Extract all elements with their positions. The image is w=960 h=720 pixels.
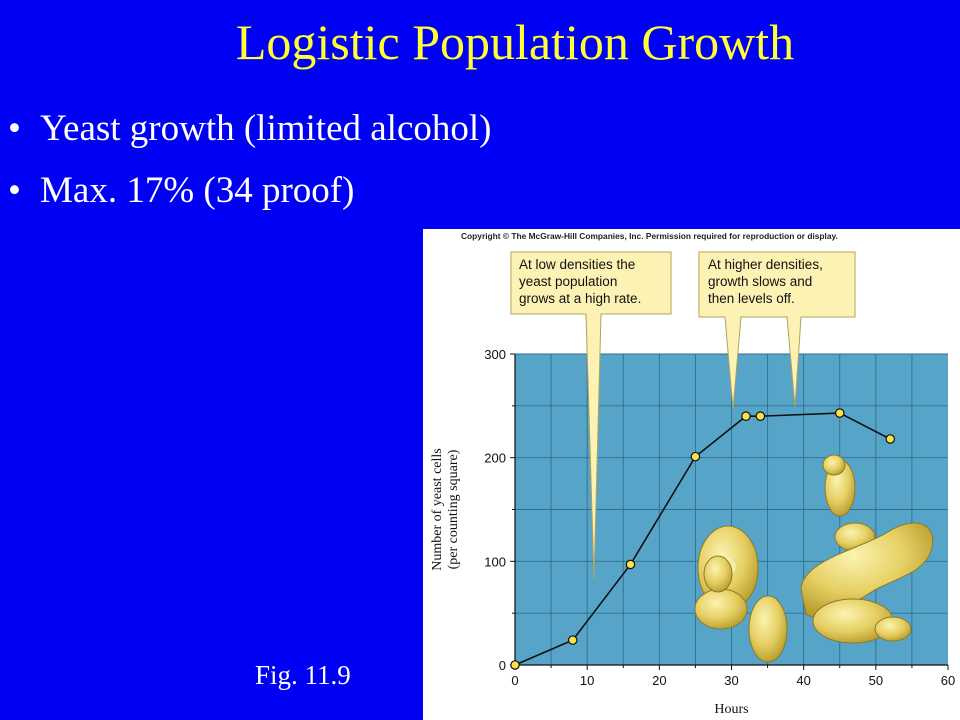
chart-axes: 0 10 20 30 40 50 60 0 100 200 300 xyxy=(484,347,955,688)
callout-low-density: At low densities the yeast population gr… xyxy=(510,251,672,580)
series-line xyxy=(514,412,891,666)
data-point xyxy=(625,559,636,570)
yeast-cells-illustration xyxy=(694,454,934,663)
slide-title: Logistic Population Growth xyxy=(235,14,795,70)
data-point xyxy=(741,411,751,421)
callout-text-line: At low densities the xyxy=(519,257,635,272)
bullet-glyph: • xyxy=(8,108,21,149)
y-tick-label: 200 xyxy=(484,451,506,466)
callout-text-line: At higher densities, xyxy=(708,257,823,272)
callout-high-density: At higher densities, growth slows and th… xyxy=(698,251,856,410)
y-tick-label: 300 xyxy=(484,347,506,362)
x-tick-label: 10 xyxy=(580,673,594,688)
yeast-growth-chart: At low densities the yeast population gr… xyxy=(430,251,955,717)
bullet-item: • Yeast growth (limited alcohol) xyxy=(8,98,491,160)
figure-caption: Fig. 11.9 xyxy=(255,660,351,690)
bullet-text: Max. 17% (34 proof) xyxy=(40,170,355,211)
y-tick-label: 100 xyxy=(484,554,506,569)
data-point xyxy=(755,411,766,421)
data-point xyxy=(690,451,701,462)
figure-panel: Copyright © The McGraw-Hill Companies, I… xyxy=(423,229,960,720)
data-point xyxy=(567,635,578,645)
callout-text-line: grows at a high rate. xyxy=(519,291,641,306)
x-tick-label: 50 xyxy=(869,673,883,688)
x-axis-label: Hours xyxy=(714,702,748,717)
copyright-notice: Copyright © The McGraw-Hill Companies, I… xyxy=(461,231,838,241)
grid-lines xyxy=(515,353,948,665)
x-tick-label: 30 xyxy=(724,673,738,688)
data-series xyxy=(510,408,896,670)
x-tick-label: 60 xyxy=(941,673,955,688)
data-point xyxy=(834,408,845,418)
callout-text-line: yeast population xyxy=(519,274,617,289)
data-point xyxy=(885,434,896,444)
x-tick-label: 40 xyxy=(796,673,810,688)
callout-text-line: then levels off. xyxy=(708,291,795,306)
y-axis-sublabel: (per counting square) xyxy=(446,449,461,569)
x-tick-label: 20 xyxy=(652,673,666,688)
y-axis-label: Number of yeast cells xyxy=(430,448,445,570)
bullet-list: • Yeast growth (limited alcohol) • Max. 17… xyxy=(8,98,491,222)
callout-text-line: growth slows and xyxy=(708,274,812,289)
y-tick-label: 0 xyxy=(499,658,506,673)
bullet-text: Yeast growth (limited alcohol) xyxy=(40,108,492,149)
bullet-item: • Max. 17% (34 proof) xyxy=(8,160,491,222)
x-tick-label: 0 xyxy=(511,673,518,688)
bullet-glyph: • xyxy=(8,170,21,211)
data-point xyxy=(510,660,520,670)
